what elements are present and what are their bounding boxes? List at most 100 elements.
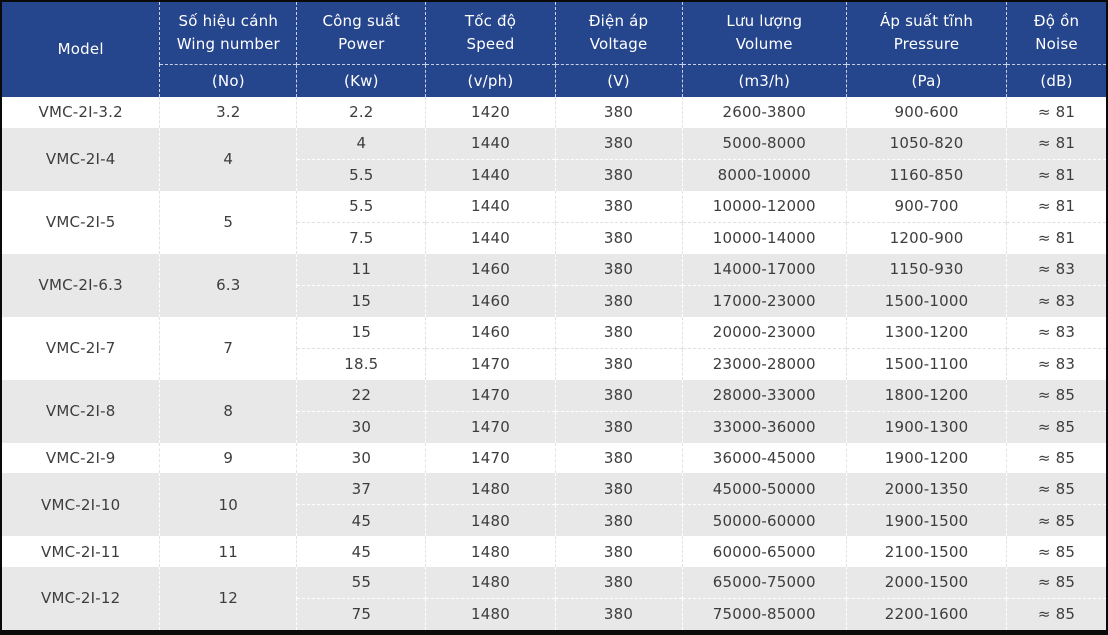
volume-cell: 28000-33000	[682, 379, 848, 412]
volume-cell: 17000-23000	[682, 284, 848, 317]
speed-cell: 1480	[425, 597, 556, 630]
table-row: VMC-2I-11 11 45 1480 380 60000-65000 2100-1500…	[2, 536, 1106, 567]
unit-speed: (v/ph)	[425, 63, 556, 97]
unit-voltage: (V)	[555, 63, 683, 97]
voltage-cell: 380	[555, 253, 683, 286]
voltage-cell: 380	[555, 190, 683, 223]
voltage-cell: 380	[555, 284, 683, 317]
voltage-cell: 380	[555, 221, 683, 254]
header-wing-number: Số hiệu cánh Wing number	[159, 2, 298, 64]
header-pressure-en: Pressure	[893, 34, 960, 53]
volume-cell: 2600-3800	[682, 97, 848, 128]
volume-cell: 10000-14000	[682, 221, 848, 254]
speed-cell: 1480	[425, 566, 556, 599]
model-cell: VMC-2I-12	[2, 566, 161, 630]
table-row: 5.5 1440 380 8000-10000 1160-850 ≈ 81	[2, 158, 1106, 191]
volume-cell: 20000-23000	[682, 316, 848, 349]
header-model-label: Model	[57, 40, 104, 58]
noise-cell: ≈ 81	[1006, 97, 1106, 128]
speed-cell: 1460	[425, 253, 556, 286]
pressure-cell: 1200-900	[846, 221, 1008, 254]
table-row: VMC-2I-5 5 5.5 1440 380 10000-12000 900-700 ≈ 8…	[2, 190, 1106, 254]
noise-cell: ≈ 85	[1006, 442, 1106, 474]
header-volume-en: Volume	[735, 34, 793, 53]
model-cell: VMC-2I-4	[2, 127, 161, 191]
speed-cell: 1460	[425, 316, 556, 349]
pressure-cell: 1900-1300	[846, 410, 1008, 443]
header-wing-number-en: Wing number	[176, 34, 280, 53]
volume-cell: 8000-10000	[682, 158, 848, 191]
volume-cell: 23000-28000	[682, 347, 848, 380]
wing-number-cell: 9	[159, 442, 298, 474]
header-power: Công suất Power	[296, 2, 427, 64]
power-cell: 15	[296, 284, 427, 317]
wing-number-cell: 12	[159, 566, 298, 630]
speed-cell: 1480	[425, 473, 556, 505]
table-row: VMC-2I-9 9 30 1470 380 36000-45000 1900-1200 ≈ …	[2, 442, 1106, 474]
unit-volume: (m3/h)	[682, 63, 848, 97]
header-wing-number-vi: Số hiệu cánh	[178, 11, 279, 30]
table-row: VMC-2I-10 10 37 1480 380 45000-50000 2000-1350…	[2, 473, 1106, 537]
power-cell: 37	[296, 473, 427, 505]
table-body: VMC-2I-3.2 3.2 2.2 1420 380 2600-3800 900-600 ≈…	[2, 97, 1106, 630]
wing-number-cell: 4	[159, 127, 298, 191]
table-row: VMC-2I-8 8 22 1470 380 28000-33000 1800-1200 ≈ …	[2, 379, 1106, 443]
voltage-cell: 380	[555, 127, 683, 160]
speed-cell: 1440	[425, 190, 556, 223]
volume-cell: 14000-17000	[682, 253, 848, 286]
header-pressure: Áp suất tĩnh Pressure	[846, 2, 1008, 64]
power-cell: 7.5	[296, 221, 427, 254]
volume-cell: 5000-8000	[682, 127, 848, 160]
power-cell: 5.5	[296, 158, 427, 191]
noise-cell: ≈ 83	[1006, 347, 1106, 380]
header-model: Model	[2, 2, 161, 97]
noise-cell: ≈ 81	[1006, 190, 1106, 223]
voltage-cell: 380	[555, 316, 683, 349]
wing-number-cell: 11	[159, 536, 298, 567]
pressure-cell: 1500-1100	[846, 347, 1008, 380]
pressure-cell: 2000-1350	[846, 473, 1008, 505]
power-cell: 5.5	[296, 190, 427, 223]
volume-cell: 50000-60000	[682, 504, 848, 537]
noise-cell: ≈ 85	[1006, 597, 1106, 630]
model-cell: VMC-2I-10	[2, 473, 161, 537]
unit-noise: (dB)	[1006, 63, 1106, 97]
header-power-vi: Công suất	[322, 11, 401, 30]
noise-cell: ≈ 83	[1006, 316, 1106, 349]
power-cell: 55	[296, 566, 427, 599]
table-row: 15 1460 380 17000-23000 1500-1000 ≈ 83	[2, 284, 1106, 317]
noise-cell: ≈ 85	[1006, 536, 1106, 567]
noise-cell: ≈ 85	[1006, 504, 1106, 537]
voltage-cell: 380	[555, 97, 683, 128]
speed-cell: 1460	[425, 284, 556, 317]
table-row: 45 1480 380 50000-60000 1900-1500 ≈ 85	[2, 504, 1106, 537]
speed-cell: 1440	[425, 158, 556, 191]
voltage-cell: 380	[555, 410, 683, 443]
header-speed-vi: Tốc độ	[464, 11, 517, 30]
speed-cell: 1420	[425, 97, 556, 128]
unit-pressure: (Pa)	[846, 63, 1008, 97]
power-cell: 11	[296, 253, 427, 286]
voltage-cell: 380	[555, 536, 683, 567]
volume-cell: 65000-75000	[682, 566, 848, 599]
table-row: 7.5 1440 380 10000-14000 1200-900 ≈ 81	[2, 221, 1106, 254]
pressure-cell: 2100-1500	[846, 536, 1008, 567]
voltage-cell: 380	[555, 597, 683, 630]
header-row-labels: Model Số hiệu cánh Wing number Công suất…	[2, 2, 1106, 97]
header-voltage-vi: Điện áp	[588, 11, 649, 30]
power-cell: 22	[296, 379, 427, 412]
header-pressure-vi: Áp suất tĩnh	[879, 11, 974, 30]
pressure-cell: 1300-1200	[846, 316, 1008, 349]
speed-cell: 1470	[425, 347, 556, 380]
pressure-cell: 1050-820	[846, 127, 1008, 160]
wing-number-cell: 7	[159, 316, 298, 380]
unit-power: (Kw)	[296, 63, 427, 97]
wing-number-cell: 8	[159, 379, 298, 443]
wing-number-cell: 6.3	[159, 253, 298, 317]
power-cell: 30	[296, 442, 427, 474]
speed-cell: 1480	[425, 504, 556, 537]
model-cell: VMC-2I-7	[2, 316, 161, 380]
power-cell: 45	[296, 536, 427, 567]
power-cell: 75	[296, 597, 427, 630]
